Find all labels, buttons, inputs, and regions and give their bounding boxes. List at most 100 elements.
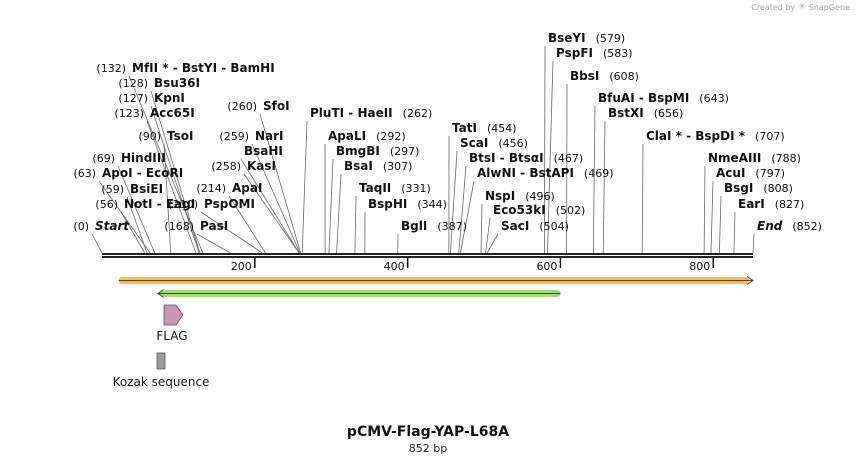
site-pos-36: (707)	[755, 130, 785, 143]
site-line-25	[450, 150, 458, 254]
site-name-3: ApoI - EcoRI	[102, 166, 183, 180]
plasmid-length: 852 bp	[408, 442, 448, 455]
site-line-7	[150, 105, 200, 254]
site-name-8: Bsu36I	[154, 76, 200, 90]
site-pos-5: (90)	[138, 130, 161, 143]
site-name-12: ApaI	[232, 181, 262, 195]
site-name-32: PspFI	[556, 46, 593, 60]
site-name-31: BseYI	[548, 31, 586, 45]
site-name-28: NspI	[485, 189, 515, 203]
backbone	[102, 253, 753, 258]
site-pos-17: (262)	[403, 107, 433, 120]
backbone-bottom-line	[102, 256, 753, 258]
site-line-28	[480, 203, 483, 254]
site-pos-12: (214)	[196, 182, 226, 195]
site-name-36: ClaI * - BspDI *	[646, 129, 746, 143]
site-pos-29: (502)	[556, 204, 586, 217]
site-name-0: Start	[95, 219, 130, 233]
site-pos-15: (259)	[219, 130, 249, 143]
site-line-32	[547, 60, 554, 254]
site-name-33: BbsI	[570, 69, 599, 83]
credit-prefix: Created by	[751, 2, 796, 12]
site-name-27: AlwNI - BstAPI	[477, 166, 574, 180]
site-name-25: ScaI	[460, 136, 488, 150]
site-line-37	[703, 165, 706, 254]
snapgene-credit: Created by ✳ SnapGene	[751, 2, 850, 12]
site-line-3	[98, 180, 151, 254]
site-name-5: TsoI	[167, 129, 193, 143]
site-name-6: Acc65I	[150, 106, 195, 120]
site-name-4: HindIII	[121, 151, 166, 165]
site-pos-40: (827)	[775, 198, 805, 211]
site-pos-4: (69)	[92, 152, 115, 165]
site-name-26: BtsI - BtsαI	[469, 151, 544, 165]
site-line-40	[733, 211, 736, 254]
site-name-18: ApaLI	[328, 129, 366, 143]
reverse-arrowhead-icon	[156, 289, 165, 298]
site-name-40: EarI	[738, 197, 765, 211]
site-name-19: BmgBI	[336, 144, 380, 158]
flag-feature-label: FLAG	[156, 329, 187, 343]
site-pos-0: (0)	[73, 220, 89, 233]
site-pos-30: (504)	[539, 220, 569, 233]
site-line-35	[602, 120, 606, 254]
site-pos-32: (583)	[603, 47, 633, 60]
flag-feature-icon	[163, 304, 184, 326]
site-pos-7: (127)	[118, 92, 148, 105]
site-pos-3: (63)	[73, 167, 96, 180]
site-pos-28: (496)	[525, 190, 555, 203]
site-pos-26: (467)	[554, 152, 584, 165]
site-line-11	[200, 211, 263, 254]
ruler-tick-label: 600	[536, 260, 557, 273]
site-pos-21: (331)	[401, 182, 431, 195]
plasmid-name: pCMV-Flag-YAP-L68A	[346, 424, 510, 440]
site-line-12	[228, 195, 266, 254]
site-name-29: Eco53kI	[493, 203, 546, 217]
site-line-26	[458, 165, 467, 254]
site-line-1	[120, 211, 146, 254]
ruler-tick-label: 400	[384, 260, 405, 273]
site-pos-23: (387)	[437, 220, 467, 233]
site-name-39: BsgI	[724, 181, 753, 195]
site-pos-34: (643)	[699, 92, 729, 105]
site-pos-27: (469)	[584, 167, 614, 180]
site-pos-9: (132)	[96, 62, 126, 75]
snapgene-logo-icon: ✳	[798, 2, 806, 12]
site-name-14: BsaHI	[244, 144, 283, 158]
site-name-35: BstXI	[608, 106, 644, 120]
site-line-10	[196, 233, 231, 254]
site-name-9: MfII * - BstYI - BamHI	[132, 61, 275, 75]
site-pos-1: (56)	[95, 198, 118, 211]
ruler: 200 400 600 800	[231, 258, 715, 273]
site-name-7: KpnI	[154, 91, 185, 105]
site-pos-38: (797)	[755, 167, 785, 180]
site-pos-2: (59)	[101, 183, 124, 196]
site-name-17: PluTI - HaeII	[310, 106, 393, 120]
ruler-tick-label: 800	[689, 260, 710, 273]
site-line-0	[91, 233, 103, 254]
site-line-41	[752, 233, 755, 254]
site-pos-25: (456)	[498, 137, 528, 150]
site-line-20	[336, 173, 342, 254]
site-pos-19: (297)	[390, 145, 420, 158]
site-pos-37: (788)	[771, 152, 801, 165]
site-line-29	[485, 217, 491, 254]
site-line-19	[328, 158, 334, 254]
credit-brand: SnapGene	[808, 2, 850, 12]
site-name-20: BsaI	[344, 159, 373, 173]
site-pos-18: (292)	[376, 130, 406, 143]
site-name-11: PspOMI	[204, 197, 255, 211]
site-pos-31: (579)	[596, 32, 626, 45]
site-pos-11: (210)	[168, 198, 198, 211]
kozak-feature-icon	[156, 352, 166, 370]
site-name-21: TaqII	[359, 181, 391, 195]
site-pos-20: (307)	[383, 160, 413, 173]
site-line-14	[240, 158, 300, 254]
site-name-13: KasI	[247, 159, 276, 173]
site-pos-33: (608)	[609, 70, 639, 83]
site-name-16: SfoI	[263, 99, 290, 113]
ruler-tick-label: 200	[231, 260, 252, 273]
site-line-4	[117, 165, 156, 254]
site-name-37: NmeAIII	[708, 151, 761, 165]
orf-arrowhead-icon	[746, 276, 754, 285]
